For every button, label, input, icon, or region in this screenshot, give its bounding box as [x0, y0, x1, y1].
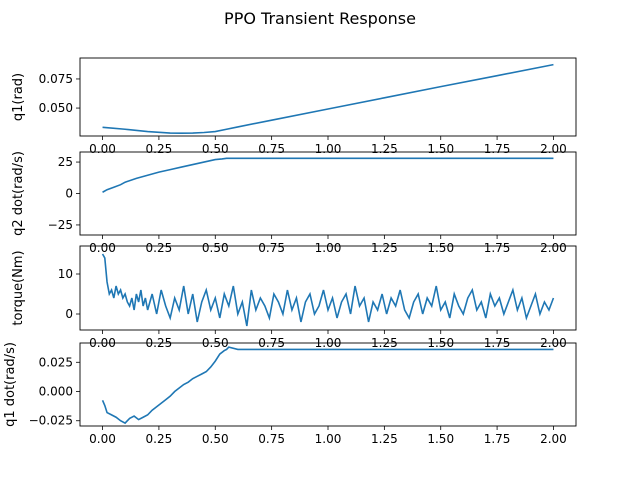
y-tick-label: 0 [65, 187, 73, 201]
y-tick-label: 25 [58, 155, 73, 169]
x-tick-label: 1.75 [484, 241, 511, 255]
axes-frame [79, 57, 577, 137]
x-tick-label: 1.50 [427, 432, 454, 446]
x-tick-label: 1.50 [427, 142, 454, 156]
x-tick-label: 0.00 [89, 241, 116, 255]
subplot-1: 0.00 0.25 0.50 0.75 1.00 1.25 1.50 1.75 2.00 0.05… [11, 57, 577, 156]
subplot-4: 0.00 0.25 0.50 0.75 1.00 1.25 1.50 1.75 2.00 −0.0… [3, 342, 577, 446]
x-tick-label: 0.25 [146, 432, 173, 446]
figure-title: PPO Transient Response [224, 9, 416, 28]
x-tick-label: 1.75 [484, 142, 511, 156]
y-tick-label: −25 [48, 218, 73, 232]
y-axis-label: q2 dot(rad/s) [11, 151, 26, 236]
x-tick-label: 1.00 [315, 241, 342, 255]
y-tick-label: 0.075 [39, 72, 73, 86]
x-tick-label: 0.75 [258, 142, 285, 156]
x-tick-label: 0.75 [258, 241, 285, 255]
y-axis-label: q1(rad) [11, 73, 26, 121]
y-axis-label: torque(Nm) [11, 250, 26, 325]
x-tick-label: 0.25 [146, 142, 173, 156]
y-tick-label: 0.050 [39, 101, 73, 115]
y-tick-label: 0.025 [39, 355, 73, 369]
y-tick-label: −0.025 [29, 414, 73, 428]
x-tick-label: 2.00 [540, 432, 567, 446]
series-line [102, 157, 554, 193]
subplots: 0.00 0.25 0.50 0.75 1.00 1.25 1.50 1.75 2.00 0.05… [3, 57, 577, 446]
x-tick-label: 1.25 [371, 142, 398, 156]
series-line [101, 253, 555, 327]
x-tick-label: 1.25 [371, 432, 398, 446]
x-tick-label: 0.50 [202, 241, 229, 255]
y-tick-label: 10 [58, 267, 73, 281]
x-tick-label: 1.25 [371, 241, 398, 255]
subplot-3: 0.00 0.25 0.50 0.75 1.00 1.25 1.50 1.75 2.00010t… [11, 245, 577, 350]
x-tick-label: 1.00 [315, 432, 342, 446]
x-tick-label: 0.50 [202, 142, 229, 156]
y-tick-label: 0 [65, 307, 73, 321]
x-tick-label: 0.00 [89, 432, 116, 446]
x-tick-label: 1.00 [315, 142, 342, 156]
axes-frame [79, 245, 577, 331]
y-axis-label: q1 dot(rad/s) [3, 342, 18, 427]
x-tick-label: 2.00 [540, 241, 567, 255]
x-tick-label: 1.50 [427, 241, 454, 255]
x-tick-label: 0.25 [146, 241, 173, 255]
x-tick-label: 0.50 [202, 432, 229, 446]
series-line [101, 346, 554, 425]
axes-frame [79, 342, 577, 427]
x-tick-label: 0.00 [89, 142, 116, 156]
x-tick-label: 2.00 [540, 142, 567, 156]
axes-frame [79, 151, 577, 236]
x-tick-label: 0.75 [258, 432, 285, 446]
series-line [102, 63, 554, 135]
y-tick-label: 0.000 [39, 385, 73, 399]
subplot-2: 0.00 0.25 0.50 0.75 1.00 1.25 1.50 1.75 2.00 −25 0… [11, 151, 577, 255]
x-tick-label: 1.75 [484, 432, 511, 446]
